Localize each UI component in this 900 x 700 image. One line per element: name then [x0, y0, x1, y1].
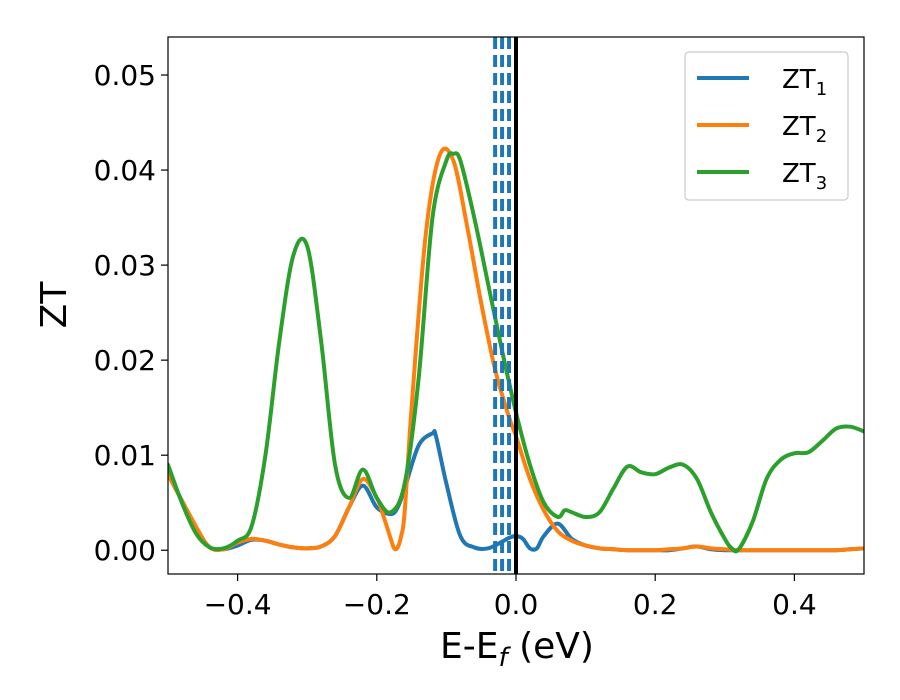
legend-label-zt3: ZT3: [782, 159, 827, 194]
legend-label-zt2: ZT2: [782, 112, 827, 147]
x-tick-label: 0.2: [633, 588, 678, 621]
axes: −0.4 −0.2 0.0 0.2 0.4 0.00 0.01 0.02 0.03 0.04 0.0…: [94, 36, 865, 621]
y-axis-label: ZT: [34, 281, 75, 329]
y-tick-label: 0.05: [94, 59, 156, 92]
series-line-zt3: [168, 151, 864, 554]
legend-box: [684, 51, 849, 201]
legend-label-zt1: ZT1: [782, 65, 827, 100]
x-tick-label: 0.4: [772, 588, 817, 621]
y-tick-label: 0.04: [94, 154, 156, 187]
x-tick-label: −0.2: [343, 588, 411, 621]
plot-area: [168, 37, 864, 574]
x-tick-label: −0.4: [204, 588, 272, 621]
y-tick-label: 0.03: [94, 249, 156, 282]
x-axis-label: E-Ef (eV): [440, 626, 594, 673]
y-tick-label: 0.02: [94, 344, 156, 377]
y-tick-label: 0.00: [94, 534, 156, 567]
legend: ZT1 ZT2 ZT3: [684, 51, 849, 201]
y-tick-label: 0.01: [94, 439, 156, 472]
x-tick-label: 0.0: [494, 588, 539, 621]
